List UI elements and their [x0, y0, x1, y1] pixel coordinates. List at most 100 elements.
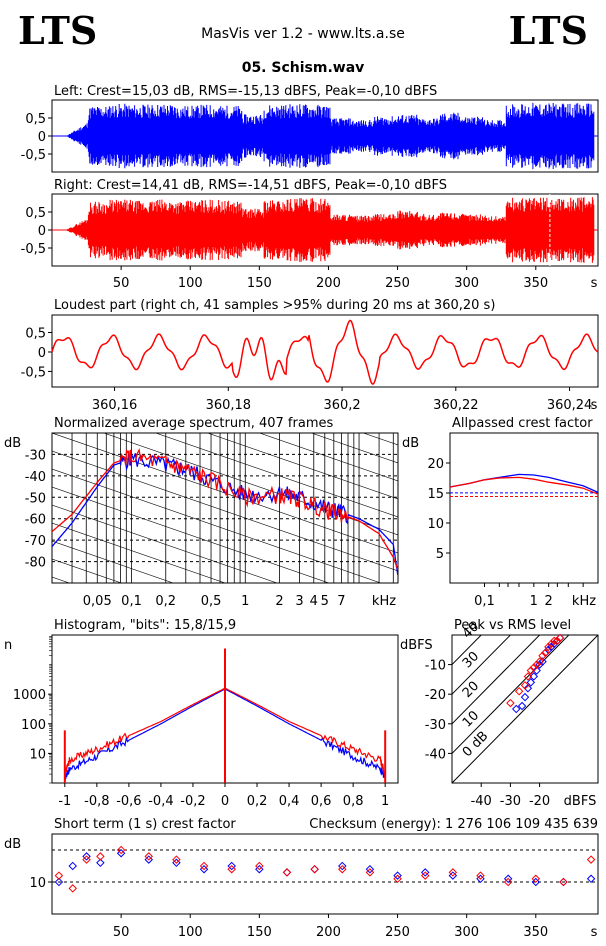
- short-crest-xtick-label: 200: [316, 925, 341, 940]
- short-crest-right-point: [503, 877, 513, 887]
- short-crest-right-point: [338, 864, 347, 874]
- peak-rms-xtick-label: -40: [471, 794, 492, 809]
- peak-rms-diagonal: [452, 635, 512, 695]
- short-crest-right-point: [255, 861, 264, 871]
- short-crest-right-point: [476, 871, 485, 880]
- peak-rms-right-point: [544, 642, 553, 652]
- spectrum-xtick-label: 5: [321, 594, 329, 609]
- short-crest-right-point: [116, 845, 126, 855]
- short-crest-right-point: [144, 852, 154, 861]
- loudest-part-xtick-label: 360,16: [92, 398, 138, 413]
- histogram-xtick-label: -0,8: [84, 794, 109, 809]
- histogram-ytick-label: 10: [29, 747, 46, 762]
- spectrum-ytick-label: -50: [25, 491, 46, 506]
- time-axis-xtick-label: 250: [385, 276, 410, 291]
- histogram-ytick-label: 100: [21, 718, 46, 733]
- loudest-part-xtick-label: 360,22: [433, 398, 479, 413]
- short-crest-left-point: [96, 858, 105, 868]
- spectrum-ytick-label: -30: [25, 448, 46, 463]
- spectrum-slope-line: [154, 433, 398, 518]
- app-title: MasVis ver 1.2 - www.lts.a.se: [201, 26, 405, 42]
- loudest-part-series: [51, 319, 599, 385]
- peak-rms-diagonal-label: 10: [460, 708, 482, 730]
- peak-rms-diagonal-label: 20: [460, 679, 482, 701]
- short-crest-right-point: [68, 884, 77, 893]
- spectrum-title: Normalized average spectrum, 407 frames: [54, 416, 333, 431]
- short-crest-xtick-label: 150: [247, 925, 272, 940]
- right-waveform-ytick-label: -0,5: [21, 242, 46, 257]
- spectrum-ylabel: dB: [4, 436, 21, 451]
- crest-ytick-label: 15: [427, 487, 444, 502]
- peak-rms-diagonal: [452, 635, 482, 666]
- peak-rms-right-point: [547, 639, 556, 649]
- loudest-part-xtick-label: 360,24: [547, 398, 593, 413]
- loudest-part-frame: [51, 314, 599, 388]
- short-crest-unit: s: [591, 925, 598, 940]
- file-title: 05. Schism.wav: [241, 60, 365, 76]
- peak-rms-diagonal: [452, 635, 598, 783]
- peak-rms-title: Peak vs RMS level: [454, 618, 571, 633]
- crest-ytick-label: 5: [436, 547, 444, 562]
- spectrum-slope-line: [206, 433, 398, 500]
- spectrum-xtick-label: 0,5: [201, 594, 222, 609]
- right-waveform-title: Right: Crest=14,41 dB, RMS=-14,51 dBFS, …: [54, 178, 447, 193]
- time-axis-xtick-label: 200: [316, 276, 341, 291]
- peak-rms-diagonal: [452, 635, 541, 725]
- peak-rms-xtick-label: -30: [500, 794, 521, 809]
- spectrum-slope-line: [52, 540, 175, 583]
- peak-rms-right-point: [552, 636, 562, 646]
- short-crest-xtick-label: 50: [113, 925, 130, 940]
- peak-rms-left-point: [529, 672, 539, 681]
- spectrum-xtick-label: 0,05: [83, 594, 112, 609]
- left-waveform-ytick-label: 0: [38, 130, 46, 145]
- peak-rms-right-point: [529, 663, 539, 672]
- short-crest-left-point: [68, 861, 77, 871]
- time-axis-xtick-label: 300: [454, 276, 479, 291]
- peak-rms-ytick-label: -40: [425, 747, 446, 762]
- short-crest-right-point: [531, 874, 541, 884]
- logo-left: LTS: [18, 8, 98, 53]
- short-crest-right-point: [420, 871, 430, 880]
- crest-ylabel: dB: [402, 436, 419, 451]
- spectrum-slope-line: [52, 486, 330, 583]
- spectrum-ytick-label: -40: [25, 470, 46, 485]
- peak-rms-left-point: [532, 666, 541, 675]
- short-crest-left-point: [282, 868, 292, 877]
- time-axis-xtick-label: 350: [523, 276, 548, 291]
- short-crest-right-point: [559, 877, 568, 887]
- short-crest-ytick-label: 10: [29, 876, 46, 891]
- spectrum-xtick-label: 0,2: [155, 594, 176, 609]
- loudest-part-ytick-label: 0: [38, 346, 46, 361]
- left-waveform-ytick-label: 0,5: [25, 112, 46, 127]
- short-crest-title: Short term (1 s) crest factor: [54, 817, 236, 832]
- loudest-part-unit: s: [591, 398, 598, 413]
- peak-rms-ytick-label: -30: [425, 718, 446, 733]
- time-axis-xtick-label: 150: [247, 276, 272, 291]
- time-axis-xtick-label: 50: [113, 276, 130, 291]
- short-crest-right-point: [227, 864, 236, 874]
- spectrum-right-series: [52, 447, 398, 570]
- peak-rms-diagonal: [452, 635, 570, 755]
- short-crest-xtick-label: 100: [178, 925, 203, 940]
- crest-ytick-label: 10: [427, 517, 444, 532]
- left-waveform-title: Left: Crest=15,03 dB, RMS=-15,13 dBFS, P…: [54, 84, 437, 99]
- loudest-part-xtick-label: 360,2: [323, 398, 360, 413]
- peak-rms-xlabel: dBFS: [564, 794, 597, 809]
- loudest-part-ytick-label: -0,5: [21, 365, 46, 380]
- spectrum-slope-line: [310, 433, 398, 464]
- peak-rms-left-point: [526, 678, 536, 687]
- histogram-title: Histogram, "bits": 15,8/15,9: [54, 618, 236, 633]
- crest-ytick-label: 20: [427, 457, 444, 472]
- checksum-text: Checksum (energy): 1 276 106 109 435 639: [309, 817, 598, 832]
- loudest-part-xtick-label: 360,18: [206, 398, 252, 413]
- spectrum-slope-line: [258, 433, 398, 482]
- short-crest-right-point: [310, 864, 319, 874]
- crest-xtick-label: 0,1: [474, 594, 495, 609]
- crest-frame: [449, 432, 599, 584]
- short-crest-ylabel: dB: [4, 837, 21, 852]
- peak-rms-right-point: [535, 657, 544, 666]
- spectrum-slope-line: [52, 558, 123, 583]
- histogram-xtick-label: -0,4: [148, 794, 173, 809]
- short-crest-xtick-label: 250: [385, 925, 410, 940]
